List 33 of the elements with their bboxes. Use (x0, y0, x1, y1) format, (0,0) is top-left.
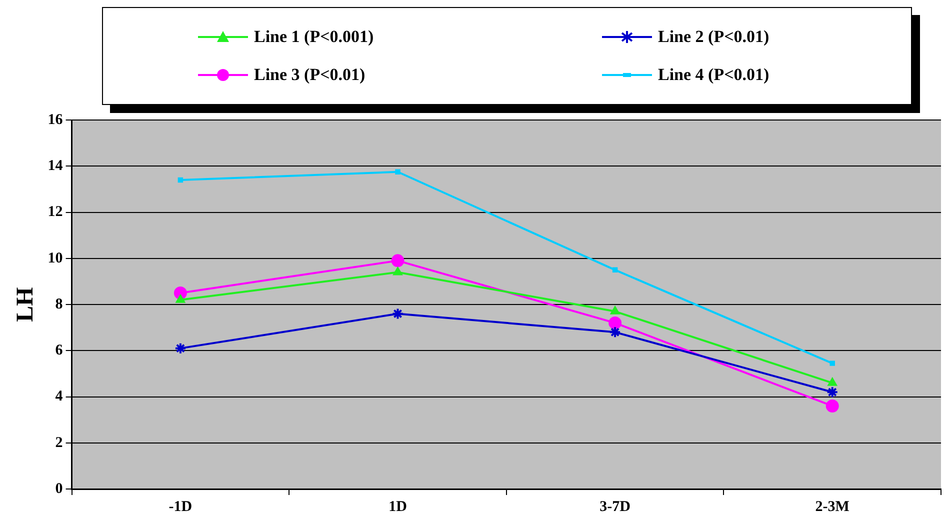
y-tick-label: 4 (55, 388, 64, 405)
legend-label: Line 1 (P<0.001) (254, 26, 374, 47)
point (828, 377, 838, 386)
y-tick-label: 10 (48, 250, 63, 266)
y-tick-label: 12 (48, 204, 63, 220)
point (612, 267, 618, 273)
point (826, 386, 838, 398)
point (610, 306, 620, 314)
point (830, 360, 835, 366)
point (391, 254, 404, 268)
x-tick-label: 1D (388, 498, 408, 515)
x-tick-label: -1D (168, 498, 192, 515)
point (608, 316, 622, 330)
point (392, 266, 403, 276)
y-tick-label: 0 (55, 480, 63, 497)
point (609, 326, 622, 338)
y-tick-label: 14 (48, 158, 64, 174)
x-tick-label: 2-3M (815, 498, 850, 515)
point (174, 342, 186, 354)
legend-label: Line 2 (P<0.01) (658, 26, 770, 47)
y-tick-label: 16 (48, 112, 64, 128)
y-tick-label: 2 (55, 434, 63, 451)
y-tick-label: 6 (55, 342, 64, 358)
y-tick-label: 8 (55, 296, 63, 312)
point (392, 308, 404, 320)
legend-label: Line 3 (P<0.01) (254, 65, 366, 86)
y-axis-title: LH (12, 286, 39, 322)
point (176, 294, 186, 303)
x-tick-label: 3-7D (600, 498, 631, 515)
point (395, 169, 400, 175)
point (178, 177, 184, 183)
legend-label: Line 4 (P<0.01) (658, 65, 770, 86)
point (826, 399, 839, 412)
